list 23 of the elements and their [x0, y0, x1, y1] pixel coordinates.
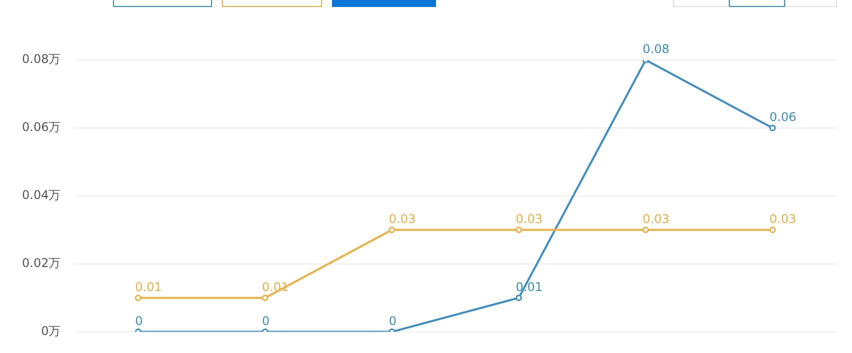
y-tick-label: 0.04万	[22, 188, 61, 202]
point	[516, 294, 522, 302]
y-tick-label: 0万	[41, 324, 61, 338]
point	[642, 226, 649, 234]
data-label: 0.03	[516, 212, 543, 226]
y-tick-label: 0.06万	[22, 120, 61, 134]
data-label: 0.06	[770, 110, 796, 124]
point	[769, 226, 776, 234]
point	[769, 124, 776, 132]
data-label: 0.01	[135, 280, 162, 294]
point	[134, 294, 142, 302]
point	[388, 226, 396, 234]
data-label: 0	[262, 314, 270, 328]
data-label: 0	[135, 314, 143, 328]
point	[262, 294, 268, 302]
y-tick-label: 0.08万	[22, 52, 61, 66]
data-label: 0.03	[770, 212, 796, 226]
data-label: 0.08	[642, 42, 670, 56]
data-label: 0.03	[642, 212, 670, 226]
data-label: 0	[388, 314, 397, 328]
y-tick-label: 0.02万	[22, 256, 61, 270]
point	[516, 226, 522, 234]
data-label: 0.03	[388, 212, 416, 226]
